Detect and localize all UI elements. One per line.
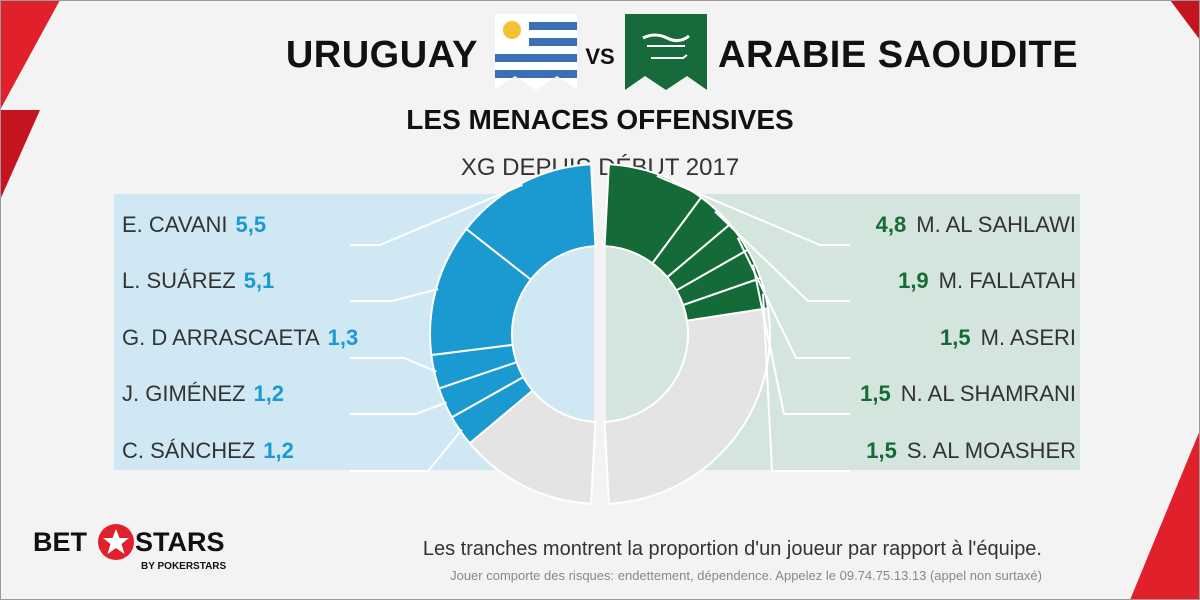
player-xg-value: 1,5 <box>860 381 891 406</box>
saudi-player-row: 1,5 M. ASERI <box>940 325 1076 351</box>
right-leader-line <box>736 237 850 359</box>
match-headline: URUGUAY VS ARABIE SAOUDITE <box>0 14 1200 90</box>
player-name: L. SUÁREZ <box>122 268 236 293</box>
uruguay-flag-icon <box>495 14 577 90</box>
player-xg-value: 1,5 <box>940 325 971 350</box>
left-leader-line <box>350 288 439 302</box>
chart-subtitle: LES MENACES OFFENSIVES <box>406 104 794 135</box>
player-name: E. CAVANI <box>122 212 228 237</box>
player-xg-value: 5,5 <box>235 212 267 237</box>
player-xg-value: 4,8 <box>875 212 907 237</box>
decor-corner-top-left <box>0 0 60 110</box>
player-xg-value: 1,2 <box>263 438 294 463</box>
right-leader-line <box>762 293 850 472</box>
player-xg-value: 5,1 <box>243 268 275 293</box>
saudi-player-row: 1,5 S. AL MOASHER <box>866 438 1076 464</box>
left-leader-line <box>350 401 447 415</box>
team-right-name: ARABIE SAOUDITE <box>718 34 1079 76</box>
player-name: J. GIMÉNEZ <box>122 381 246 406</box>
saudi-player-row: 1,9 M. FALLATAH <box>898 268 1076 294</box>
decor-corner-top-right <box>1170 0 1200 40</box>
uruguay-player-row: E. CAVANI 5,5 <box>122 212 266 238</box>
decor-corner-left <box>0 110 40 200</box>
left-leader-line <box>350 357 437 373</box>
player-name: M. ASERI <box>980 325 1076 350</box>
gambling-disclaimer: Jouer comporte des risques: endettement,… <box>450 568 1042 583</box>
right-leader-line <box>656 174 850 246</box>
player-name: N. AL SHAMRANI <box>900 381 1076 406</box>
player-name: M. FALLATAH <box>938 268 1076 293</box>
decor-corner-bottom-right <box>1130 430 1200 600</box>
saudi-flag-icon <box>625 14 707 90</box>
saudi-player-row: 4,8 M. AL SAHLAWI <box>876 212 1076 238</box>
uruguay-player-row: L. SUÁREZ 5,1 <box>122 268 274 294</box>
right-leader-line <box>714 210 850 302</box>
uruguay-player-row: G. D ARRASCAETA 1,3 <box>122 325 358 351</box>
left-leader-line <box>350 183 524 246</box>
uruguay-player-row: C. SÁNCHEZ 1,2 <box>122 438 294 464</box>
player-name: S. AL MOASHER <box>906 438 1076 463</box>
player-name: C. SÁNCHEZ <box>122 438 256 463</box>
player-xg-value: 1,3 <box>327 325 359 350</box>
left-remainder-slice <box>468 389 597 505</box>
logo-bet-text: BET <box>33 527 87 557</box>
uruguay-player-row: J. GIMÉNEZ 1,2 <box>122 381 284 407</box>
logo-stars-text: STARS <box>135 527 225 557</box>
team-left-name: URUGUAY <box>285 34 478 76</box>
right-remainder-slice <box>603 307 771 505</box>
player-name: G. D ARRASCAETA <box>122 325 320 350</box>
player-name: M. AL SAHLAWI <box>916 212 1076 237</box>
saudi-player-row: 1,5 N. AL SHAMRANI <box>860 381 1076 407</box>
star-icon <box>98 524 134 560</box>
xg-period-label: XG DEPUIS DÉBUT 2017 <box>460 154 740 181</box>
versus-label: VS <box>585 44 615 69</box>
betstars-logo: BET STARS BY POKERSTARS <box>33 524 233 587</box>
player-xg-value: 1,9 <box>898 268 929 293</box>
player-xg-value: 1,5 <box>866 438 897 463</box>
player-xg-value: 1,2 <box>253 381 285 406</box>
left-leader-line <box>350 428 463 472</box>
logo-byline: BY POKERSTARS <box>141 561 227 572</box>
chart-footnote: Les tranches montrent la proportion d'un… <box>422 538 1042 560</box>
